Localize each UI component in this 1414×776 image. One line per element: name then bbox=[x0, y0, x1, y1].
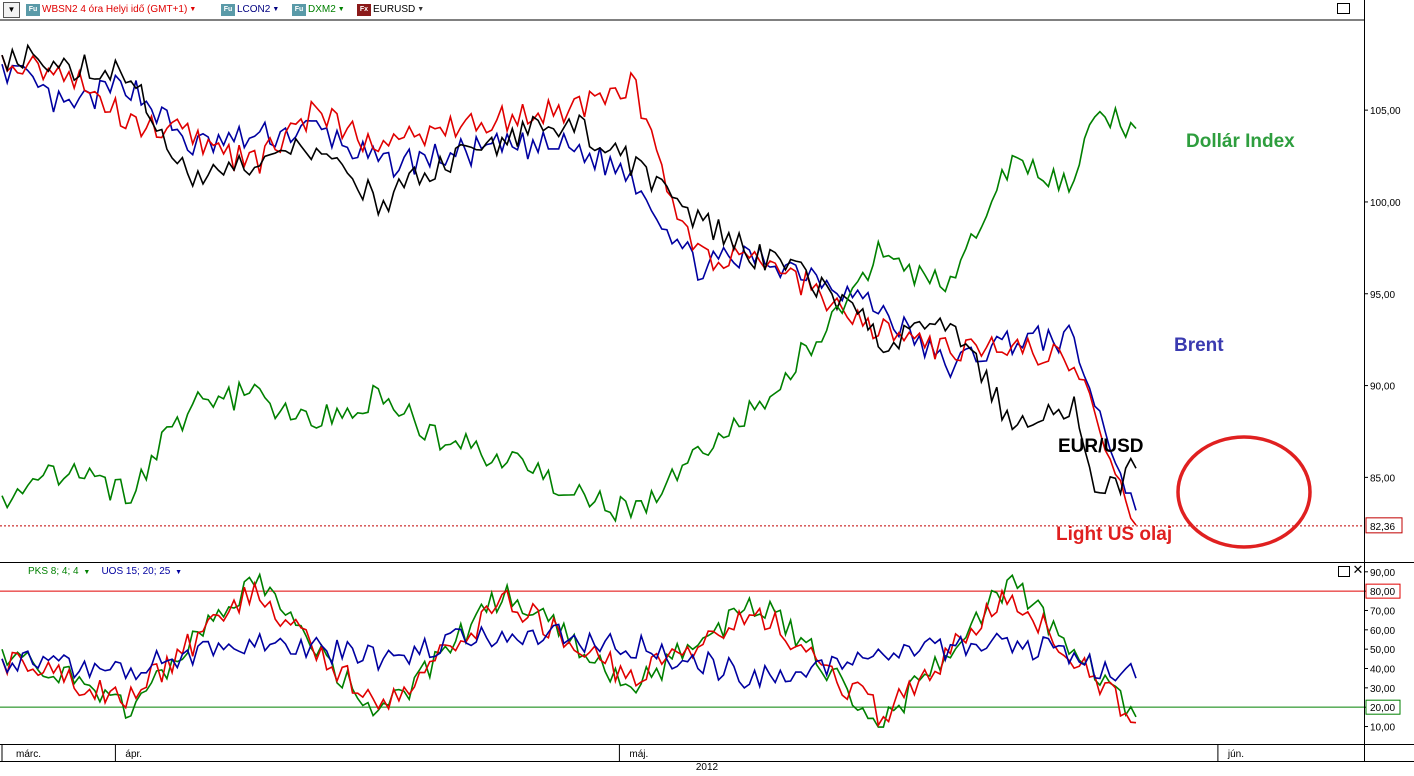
uos-legend-label[interactable]: UOS 15; 20; 25 bbox=[101, 566, 171, 577]
dropdown-caret-icon[interactable]: ▼ bbox=[189, 6, 197, 13]
series-label: EURUSD bbox=[373, 4, 416, 15]
y-tick-label: 90,00 bbox=[1370, 382, 1395, 393]
chart-menu-button[interactable]: ▼ bbox=[3, 2, 20, 18]
series-line-pks bbox=[1, 572, 1137, 728]
annotation-label: Dollár Index bbox=[1186, 131, 1295, 152]
oscillator-legend: PKS 8; 4; 4 ▼ UOS 15; 20; 25 ▼ bbox=[28, 566, 182, 577]
series-line-light-us-olaj bbox=[1, 54, 1137, 526]
level-badge bbox=[1365, 699, 1401, 715]
month-label: márc. bbox=[16, 749, 41, 760]
y-tick-label: 100,00 bbox=[1370, 198, 1401, 209]
annotation-label: EUR/USD bbox=[1058, 436, 1144, 457]
close-icon[interactable]: ✕ bbox=[1352, 562, 1364, 577]
legend-series-lcon2[interactable]: Fu LCON2 ▼ bbox=[221, 2, 279, 17]
main-price-panel: 105,00 100,00 95,00 90,00 85,00 82,36 bbox=[0, 43, 1403, 534]
maximize-icon[interactable] bbox=[1338, 566, 1350, 577]
price-line-badge bbox=[1365, 517, 1403, 534]
highlight-circle bbox=[1176, 435, 1312, 549]
oscillator-panel: 90,00 80,00 70,00 60,00 50,00 40,00 30,00 20,00… bbox=[0, 568, 1401, 734]
level-badge bbox=[1365, 583, 1401, 599]
futures-icon: Fu bbox=[26, 3, 40, 16]
series-label: DXM2 bbox=[308, 4, 336, 15]
y-tick-label: 50,00 bbox=[1370, 645, 1395, 656]
y-tick-label: 60,00 bbox=[1370, 626, 1395, 637]
dropdown-caret-icon[interactable]: ▼ bbox=[417, 6, 425, 13]
y-tick-label: 105,00 bbox=[1370, 106, 1401, 117]
series-line-brent bbox=[1, 63, 1137, 511]
series-line-uos bbox=[1, 623, 1137, 690]
month-label: jún. bbox=[1227, 749, 1244, 760]
dropdown-caret-icon[interactable]: ▼ bbox=[272, 6, 280, 13]
series-line-pks-signal bbox=[1, 580, 1137, 728]
series-label: WBSN2 4 óra Helyi idő (GMT+1) bbox=[42, 4, 188, 15]
legend-series-eurusd[interactable]: Fx EURUSD ▼ bbox=[357, 2, 424, 17]
month-label: máj. bbox=[629, 749, 648, 760]
series-line-doll-r-index bbox=[1, 105, 1137, 523]
y-tick-label: 10,00 bbox=[1370, 723, 1395, 734]
time-axis: márc. ápr. máj. jún. bbox=[1, 745, 1244, 761]
annotation-label: Brent bbox=[1174, 335, 1224, 356]
y-tick-label: 40,00 bbox=[1370, 665, 1395, 676]
chart-toolbar: ▼ Fu WBSN2 4 óra Helyi idő (GMT+1) ▼ Fu … bbox=[0, 0, 1414, 20]
series-line-eur-usd bbox=[1, 43, 1137, 497]
chart-annotations: Dollár Index Brent EUR/USD Light US olaj bbox=[1056, 131, 1312, 549]
month-label: ápr. bbox=[125, 749, 142, 760]
y-tick-label: 85,00 bbox=[1370, 473, 1395, 484]
y-tick-label: 70,00 bbox=[1370, 606, 1395, 617]
dropdown-caret-icon[interactable]: ▼ bbox=[337, 6, 345, 13]
pks-legend-label[interactable]: PKS 8; 4; 4 bbox=[28, 566, 79, 577]
year-label: 2012 bbox=[695, 762, 719, 773]
level-label: 20,00 bbox=[1370, 703, 1395, 714]
y-tick-label: 30,00 bbox=[1370, 684, 1395, 695]
legend-series-wbsn2[interactable]: Fu WBSN2 4 óra Helyi idő (GMT+1) ▼ bbox=[26, 2, 196, 17]
series-label: LCON2 bbox=[237, 4, 271, 15]
level-label: 80,00 bbox=[1370, 587, 1395, 598]
price-line-label: 82,36 bbox=[1370, 522, 1395, 533]
y-tick-label: 90,00 bbox=[1370, 568, 1395, 579]
dropdown-caret-icon[interactable]: ▼ bbox=[83, 569, 91, 576]
forex-icon: Fx bbox=[357, 3, 371, 16]
y-tick-label: 95,00 bbox=[1370, 290, 1395, 301]
futures-icon: Fu bbox=[292, 3, 306, 16]
futures-icon: Fu bbox=[221, 3, 235, 16]
legend-series-dxm2[interactable]: Fu DXM2 ▼ bbox=[292, 2, 345, 17]
dropdown-caret-icon[interactable]: ▼ bbox=[175, 569, 183, 576]
annotation-label: Light US olaj bbox=[1056, 524, 1172, 545]
maximize-icon[interactable] bbox=[1337, 3, 1350, 14]
